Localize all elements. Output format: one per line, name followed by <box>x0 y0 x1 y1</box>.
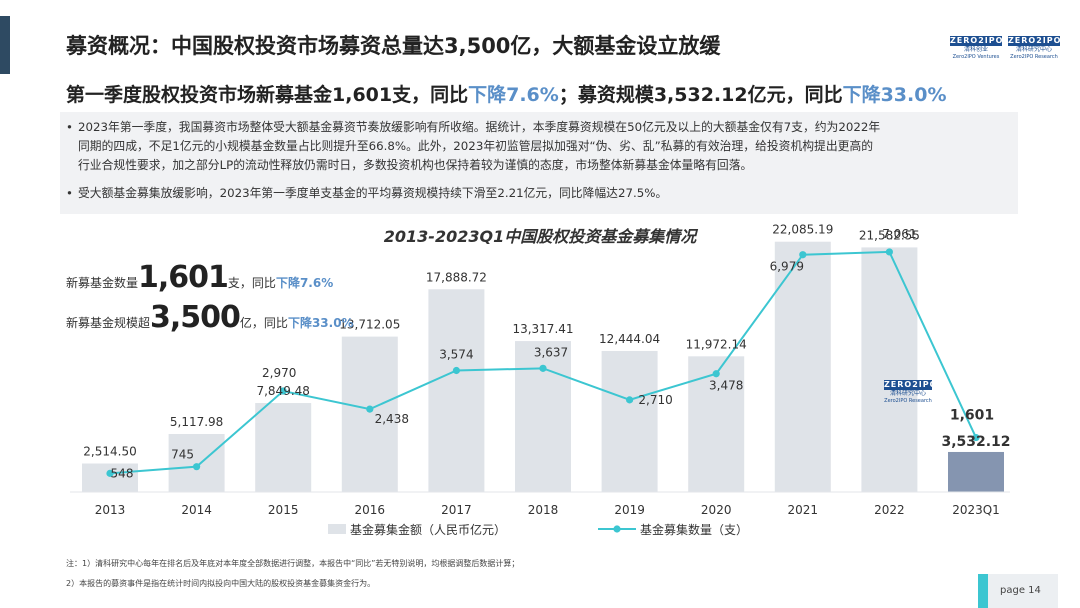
count-point-2015 <box>279 387 287 395</box>
bar-2013 <box>82 463 138 492</box>
summary-box: • 2023年第一季度，我国募资市场整体受大额基金募资节奏放缓影响有所收缩。据统… <box>60 112 1018 214</box>
bar-label-2022: 21,582.55 <box>859 228 920 242</box>
count-point-2021 <box>799 251 807 259</box>
chart-watermark-logo: ZERO2IPO 清科研究中心 Zero2IPO Research <box>884 380 938 404</box>
bar-label-2014: 5,117.98 <box>170 415 223 429</box>
footnote-1: 注：1）清科研究中心每年在排名后及年底对本年度全部数据进行调整，本报告中“同比”… <box>66 559 520 568</box>
x-tick-2014: 2014 <box>181 503 212 517</box>
count-label-2022: 7,061 <box>882 227 916 241</box>
bar-2022 <box>861 247 918 492</box>
count-point-2016 <box>366 405 374 413</box>
count-point-2018 <box>539 364 547 372</box>
bullet-point-2: • 受大额基金募集放缓影响，2023年第一季度单支基金的平均募资规模持续下滑至2… <box>66 186 668 200</box>
bar-2018 <box>515 341 571 492</box>
count-point-2019 <box>626 396 634 404</box>
count-label-2019: 2,710 <box>638 393 672 407</box>
count-point-2017 <box>452 366 460 375</box>
subtitle-text-2: ；募资规模3,532.12亿元，同比 <box>558 84 843 106</box>
zero2ipo-ventures-logo: ZERO2IPO 清科创业 Zero2IPO Ventures <box>950 36 1004 60</box>
x-tick-2021: 2021 <box>788 503 819 517</box>
bar-label-2017: 17,888.72 <box>426 270 487 284</box>
bar-label-2013: 2,514.50 <box>83 445 136 459</box>
legend-label-count: 基金募集数量（支） <box>640 522 748 537</box>
subtitle-text-1: 第一季度股权投资市场新募基金1,601支，同比 <box>66 84 469 106</box>
subtitle-highlight-1: 下降7.6% <box>468 84 559 106</box>
count-label-2015: 2,970 <box>262 366 296 380</box>
count-point-2022 <box>885 248 894 256</box>
count-point-2014 <box>193 463 201 471</box>
x-tick-2017: 2017 <box>441 503 472 517</box>
count-point-2023Q1 <box>972 433 980 442</box>
count-label-2023Q1: 1,601 <box>950 408 994 424</box>
kpi-fund-amount: 新募基金规模超3,500亿，同比下降33.0% <box>66 300 354 335</box>
bar-label-2021: 22,085.19 <box>772 223 833 237</box>
bar-label-2015: 7,849.48 <box>256 384 309 398</box>
bar-label-2020: 11,972.14 <box>686 337 747 351</box>
fundraising-chart: 2,514.50 5,117.98 7,849.48 13,712.05 17,888.… <box>70 223 1011 537</box>
kpi-fund-count-value: 1,601 <box>138 260 229 295</box>
bar-2023Q1 <box>948 451 1004 492</box>
chart-title: 2013-2023Q1中国股权投资基金募集情况 <box>383 227 697 246</box>
count-label-2013: 548 <box>111 466 134 480</box>
bar-2015 <box>255 403 312 492</box>
bar-label-2016: 13,712.05 <box>339 318 400 332</box>
legend-swatch-amount <box>328 524 346 534</box>
bar-2014 <box>168 433 225 492</box>
page-number-accent <box>978 574 988 608</box>
bar-2021 <box>774 241 831 492</box>
bar-2017 <box>428 289 485 492</box>
count-point-2013 <box>106 469 114 477</box>
count-label-2017: 3,574 <box>439 347 473 361</box>
footnote-2: 2）本报告的募资事件是指在统计时间内拟投向中国大陆的股权投资基金募集资金行为。 <box>66 579 376 588</box>
x-tick-2019: 2019 <box>614 503 645 517</box>
legend-swatch-count-dot <box>613 525 621 533</box>
count-label-2018: 3,637 <box>534 345 568 359</box>
count-label-2014: 745 <box>171 448 194 462</box>
x-tick-2015: 2015 <box>268 503 299 517</box>
x-tick-2018: 2018 <box>528 503 559 517</box>
page-number: page 14 <box>1000 585 1041 596</box>
page-subtitle: 第一季度股权投资市场新募基金1,601支，同比下降7.6%；募资规模3,532.… <box>66 80 947 107</box>
bar-label-2023Q1: 3,532.12 <box>941 434 1010 450</box>
bullet-point-1: • 2023年第一季度，我国募资市场整体受大额基金募资节奏放缓影响有所收缩。据统… <box>66 120 881 172</box>
count-point-2020 <box>712 370 720 378</box>
bar-2016 <box>341 336 398 492</box>
x-tick-2022: 2022 <box>874 503 905 517</box>
x-tick-2013: 2013 <box>95 503 126 517</box>
page-title: 募资概况：中国股权投资市场募资总量达3,500亿，大额基金设立放缓 <box>66 34 721 58</box>
count-label-2016: 2,438 <box>375 412 409 426</box>
kpi-fund-amount-value: 3,500 <box>150 300 241 335</box>
bar-label-2019: 12,444.04 <box>599 332 660 346</box>
bar-label-2018: 13,317.41 <box>512 322 573 336</box>
x-tick-2023Q1: 2023Q1 <box>952 503 1000 517</box>
kpi-fund-count: 新募基金数量1,601支，同比下降7.6% <box>66 260 334 295</box>
title-accent-bar <box>0 16 10 74</box>
x-tick-2016: 2016 <box>355 503 386 517</box>
count-label-2020: 3,478 <box>709 379 743 393</box>
x-tick-2020: 2020 <box>701 503 732 517</box>
count-label-2021: 6,979 <box>770 260 804 274</box>
page-number-box <box>978 574 1058 608</box>
bar-2019 <box>601 350 658 492</box>
zero2ipo-research-logo: ZERO2IPO 清科研究中心 Zero2IPO Research <box>1008 36 1062 60</box>
legend-label-amount: 基金募集金额（人民币亿元） <box>350 522 506 537</box>
subtitle-highlight-2: 下降33.0% <box>842 84 947 106</box>
